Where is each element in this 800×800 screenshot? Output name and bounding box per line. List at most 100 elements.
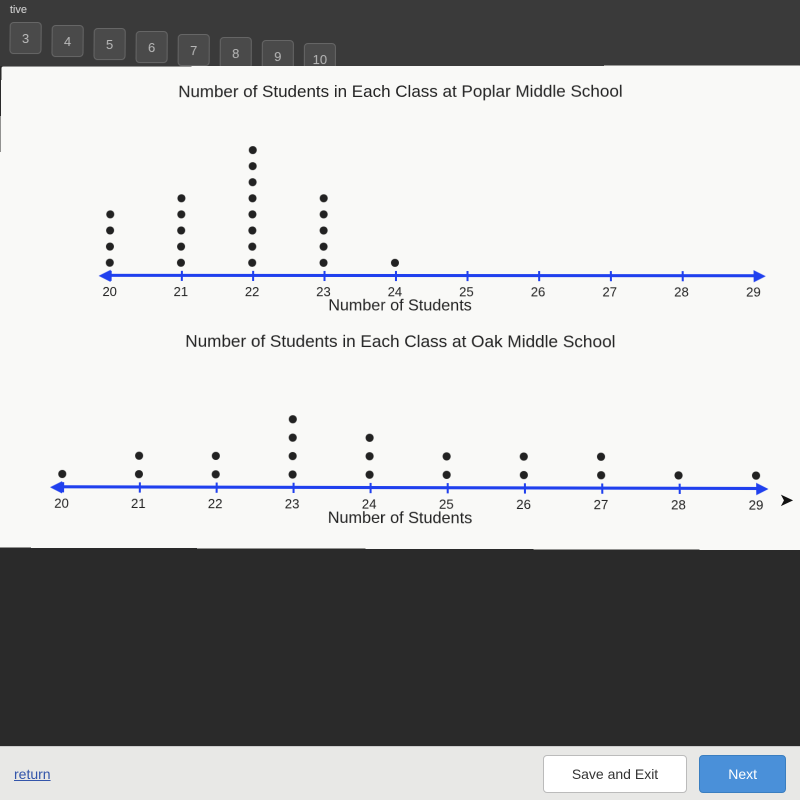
- data-dot: [177, 210, 185, 218]
- tick-label: 27: [602, 284, 617, 299]
- tick-label: 20: [54, 495, 69, 510]
- axis-tick: [110, 271, 112, 281]
- question-tab-4[interactable]: 4: [51, 25, 83, 57]
- header-label-fragment: tive: [10, 4, 790, 16]
- tick-label: 22: [208, 496, 223, 511]
- axis-tick: [753, 271, 755, 281]
- tick-label: 29: [749, 497, 764, 513]
- data-dot: [288, 434, 296, 442]
- data-dot: [442, 452, 450, 460]
- plot-area: 20212223242526272829Number of Students: [15, 356, 787, 532]
- data-dot: [248, 226, 256, 234]
- axis-tick: [138, 482, 140, 492]
- axis-tick: [395, 271, 397, 281]
- data-dot: [211, 452, 219, 460]
- axis-tick: [601, 483, 603, 493]
- axis-tick: [681, 271, 683, 281]
- data-dot: [249, 146, 257, 154]
- tick-label: 21: [131, 496, 146, 511]
- data-dot: [106, 243, 114, 251]
- footer-bar: return Save and Exit Next: [0, 746, 800, 800]
- data-dot: [442, 471, 450, 479]
- number-line-axis: [110, 274, 753, 277]
- axis-tick: [323, 271, 325, 281]
- axis-label: Number of Students: [328, 510, 473, 529]
- axis-label: Number of Students: [328, 297, 472, 315]
- data-dot: [248, 243, 256, 251]
- data-dot: [178, 194, 186, 202]
- data-dot: [288, 452, 296, 460]
- data-dot: [365, 452, 373, 460]
- data-dot: [58, 470, 66, 478]
- axis-tick: [62, 482, 64, 492]
- tabs-row: 345678910: [9, 22, 790, 54]
- data-dot: [597, 453, 605, 461]
- data-dot: [288, 415, 296, 423]
- data-dot: [365, 434, 373, 442]
- mouse-cursor-icon: ➤: [779, 490, 794, 511]
- axis-tick: [369, 483, 371, 493]
- next-button[interactable]: Next: [699, 755, 786, 793]
- axis-tick: [292, 483, 294, 493]
- data-dot: [320, 226, 328, 234]
- data-dot: [106, 259, 114, 267]
- data-dot: [177, 259, 185, 267]
- data-dot: [135, 452, 143, 460]
- tick-label: 28: [671, 497, 686, 513]
- return-link[interactable]: return: [14, 766, 51, 782]
- save-exit-button[interactable]: Save and Exit: [543, 755, 687, 793]
- tick-label: 29: [746, 284, 761, 299]
- data-dot: [248, 259, 256, 267]
- question-tab-bar: tive 345678910: [0, 0, 800, 66]
- number-line-axis: [62, 485, 756, 490]
- axis-arrow-left-icon: [50, 481, 62, 493]
- axis-tick: [215, 483, 217, 493]
- data-dot: [365, 471, 373, 479]
- tick-label: 23: [285, 496, 300, 511]
- data-dot: [249, 194, 257, 202]
- data-dot: [320, 210, 328, 218]
- axis-tick: [538, 271, 540, 281]
- question-tab-5[interactable]: 5: [93, 28, 125, 60]
- data-dot: [519, 471, 527, 479]
- data-dot: [249, 178, 257, 186]
- question-tab-8[interactable]: 8: [220, 37, 252, 69]
- axis-arrow-left-icon: [98, 270, 110, 282]
- plot-area: 20212223242526272829Number of Students: [18, 106, 785, 318]
- chart-title: Number of Students in Each Class at Popl…: [21, 82, 782, 103]
- question-tab-3[interactable]: 3: [9, 22, 41, 54]
- axis-tick: [466, 271, 468, 281]
- data-dot: [519, 452, 527, 460]
- data-dot: [391, 259, 399, 267]
- data-dot: [320, 259, 328, 267]
- data-dot: [320, 194, 328, 202]
- axis-tick: [252, 271, 254, 281]
- data-dot: [177, 243, 185, 251]
- data-dot: [177, 226, 185, 234]
- tick-label: 26: [516, 497, 531, 512]
- data-dot: [320, 243, 328, 251]
- tick-label: 21: [174, 284, 189, 299]
- tick-label: 20: [102, 284, 117, 299]
- axis-tick: [181, 271, 183, 281]
- axis-tick: [756, 484, 758, 494]
- axis-tick: [610, 271, 612, 281]
- chart-title: Number of Students in Each Class at Oak …: [18, 331, 785, 352]
- data-dot: [106, 210, 114, 218]
- dotplot-oak: Number of Students in Each Class at Oak …: [0, 325, 800, 539]
- dotplot-poplar: Number of Students in Each Class at Popl…: [0, 76, 800, 327]
- content-panel: Number of Students in Each Class at Popl…: [0, 66, 800, 551]
- data-dot: [106, 226, 114, 234]
- axis-tick: [678, 484, 680, 494]
- tick-label: 22: [245, 284, 260, 299]
- data-dot: [597, 471, 605, 479]
- axis-tick: [523, 483, 525, 493]
- axis-tick: [446, 483, 448, 493]
- question-tab-6[interactable]: 6: [136, 31, 168, 63]
- data-dot: [674, 471, 682, 479]
- data-dot: [249, 162, 257, 170]
- data-dot: [211, 470, 219, 478]
- question-tab-7[interactable]: 7: [178, 34, 210, 66]
- data-dot: [752, 471, 760, 479]
- data-dot: [134, 470, 142, 478]
